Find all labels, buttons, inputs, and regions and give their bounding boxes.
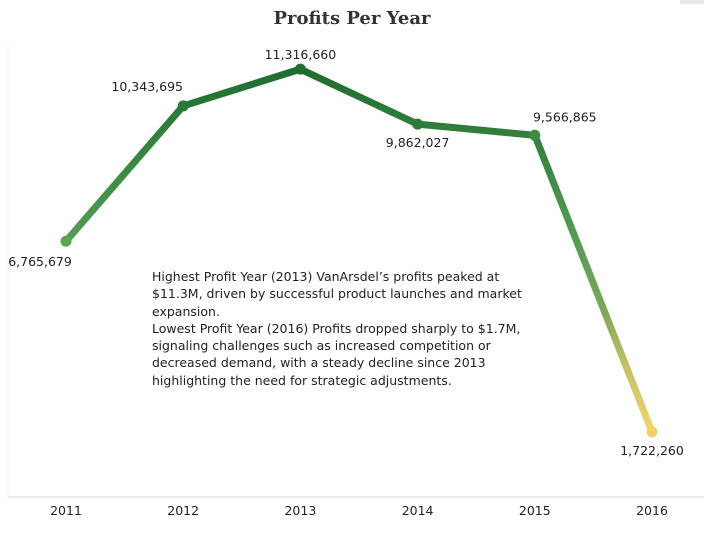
data-point-2012[interactable] bbox=[177, 100, 189, 112]
annotation-highest: Highest Profit Year (2013) VanArsdel’s p… bbox=[152, 269, 522, 319]
data-label-2012: 10,343,695 bbox=[111, 79, 183, 94]
x-tick-label-2014: 2014 bbox=[402, 503, 434, 518]
line-segment-2013-2014 bbox=[296, 65, 422, 128]
annotation-lowest: Lowest Profit Year (2016) Profits droppe… bbox=[152, 320, 521, 388]
x-tick-label-2013: 2013 bbox=[284, 503, 316, 518]
data-label-2013: 11,316,660 bbox=[265, 47, 337, 62]
line-segment-2011-2012 bbox=[62, 102, 187, 245]
x-tick-label-2016: 2016 bbox=[636, 503, 668, 518]
chart-annotation: Highest Profit Year (2013) VanArsdel’s p… bbox=[152, 268, 542, 389]
series-points-group bbox=[60, 63, 658, 438]
line-segment-2015-2016 bbox=[531, 131, 656, 436]
data-labels-group: 6,765,679 10,343,695 11,316,660 9,862,027 9,… bbox=[8, 47, 684, 458]
data-label-2016: 1,722,260 bbox=[620, 443, 684, 458]
line-segment-2014-2015 bbox=[414, 120, 539, 139]
data-point-2015[interactable] bbox=[529, 129, 541, 141]
data-point-2014[interactable] bbox=[412, 118, 424, 130]
data-point-2016[interactable] bbox=[646, 426, 658, 438]
data-label-2014: 9,862,027 bbox=[386, 135, 450, 150]
data-point-2013[interactable] bbox=[294, 63, 306, 75]
x-tick-label-2011: 2011 bbox=[50, 503, 82, 518]
chart-title: Profits Per Year bbox=[273, 8, 431, 29]
corner-decoration bbox=[680, 0, 704, 4]
x-tick-label-2012: 2012 bbox=[167, 503, 199, 518]
data-label-2015: 9,566,865 bbox=[533, 109, 597, 124]
line-segment-2012-2013 bbox=[179, 65, 304, 110]
data-label-2011: 6,765,679 bbox=[8, 254, 72, 269]
x-tick-label-2015: 2015 bbox=[519, 503, 551, 518]
data-point-2011[interactable] bbox=[60, 235, 72, 247]
series-line-group bbox=[62, 65, 656, 436]
x-axis-ticks: 2011 2012 2013 2014 2015 2016 bbox=[50, 503, 668, 518]
